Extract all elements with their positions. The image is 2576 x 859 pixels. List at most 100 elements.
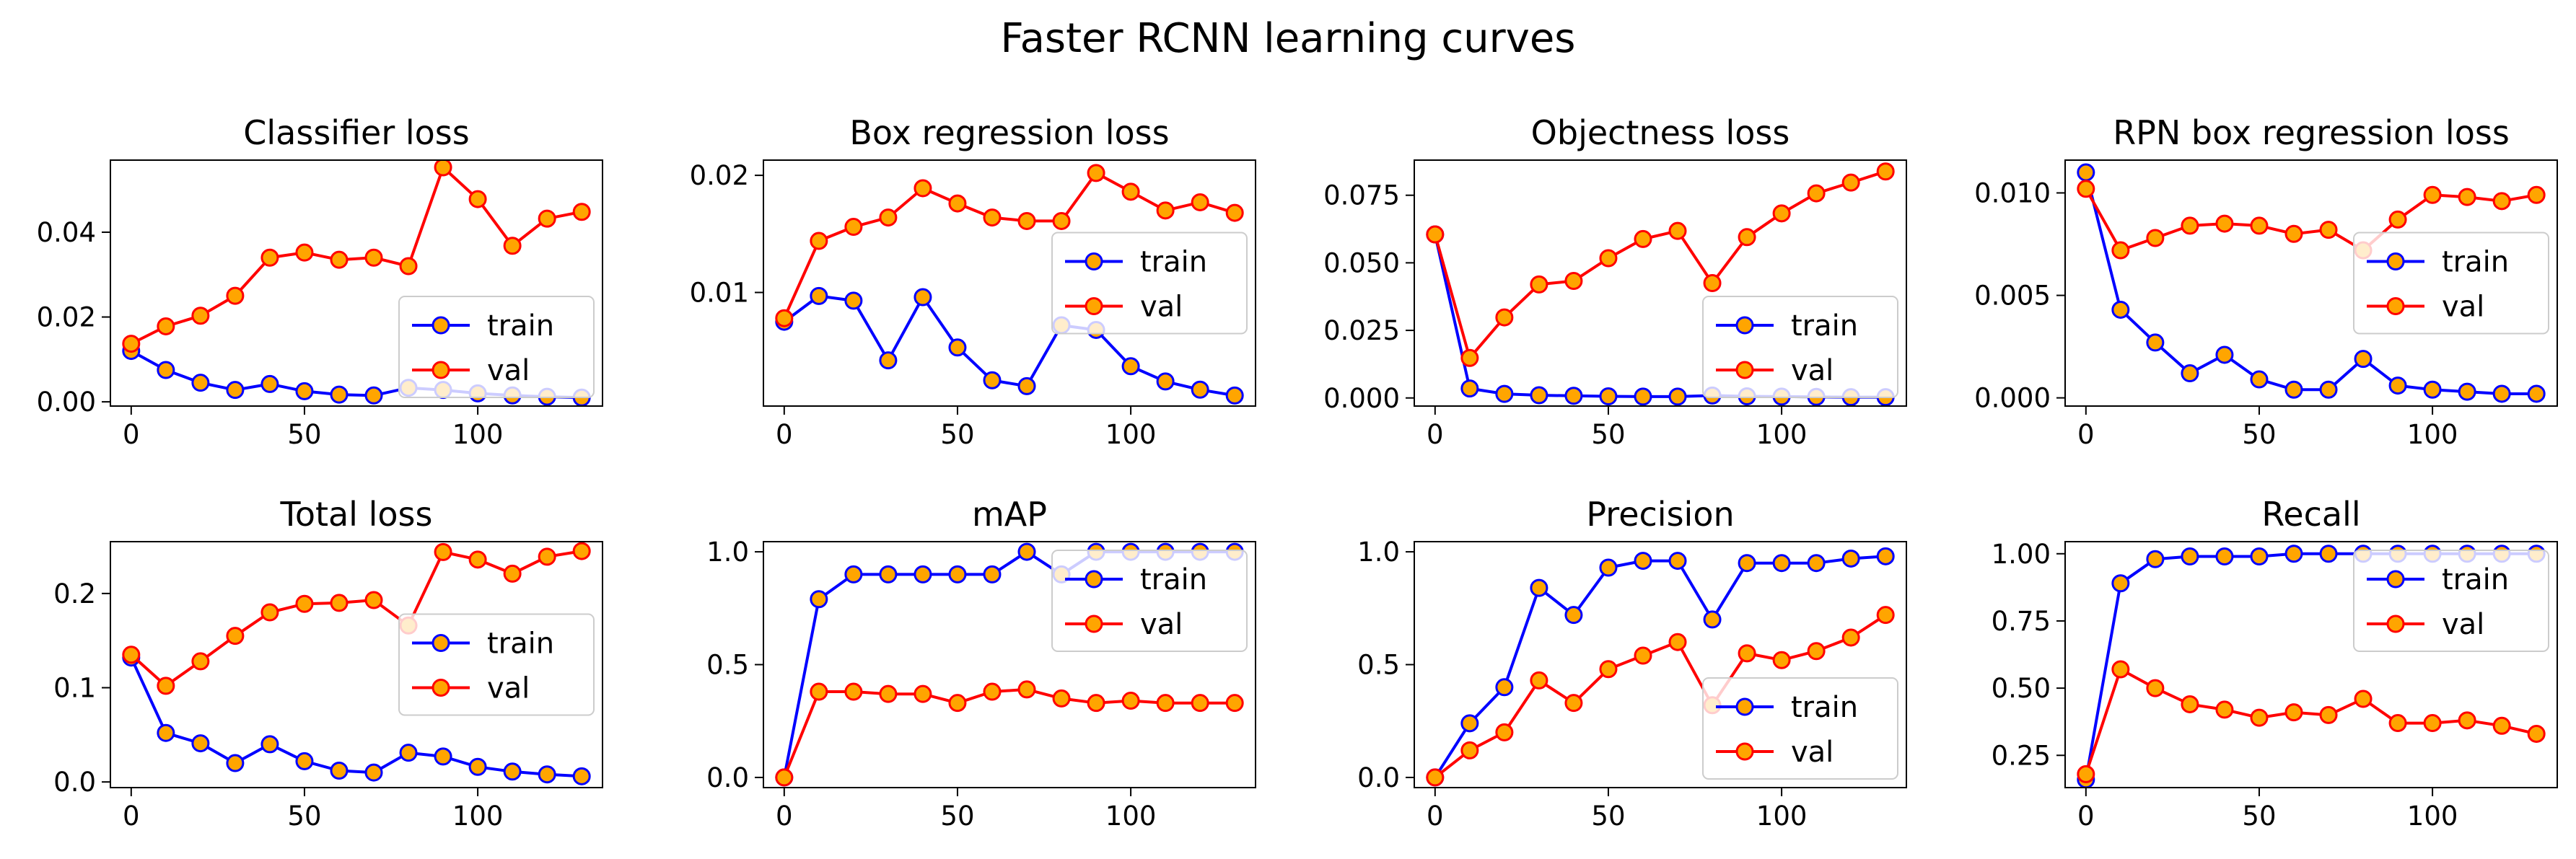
- precision-train-point: [1564, 606, 1583, 625]
- box-regression-loss-legend-val-label: val: [1140, 291, 1183, 324]
- recall-ytick-label: 0.25: [1992, 740, 2051, 771]
- objectness-loss-train-point: [1668, 387, 1687, 406]
- rpn-box-regression-loss-val-point: [2111, 241, 2130, 260]
- objectness-loss-val-point: [1703, 274, 1722, 292]
- total-loss-train-point: [157, 723, 175, 742]
- precision-ytick-label: 1.0: [1357, 537, 1400, 568]
- objectness-loss-train-point: [1634, 387, 1652, 406]
- classifier-loss-val-point: [260, 248, 279, 267]
- classifier-loss-train-point: [191, 374, 210, 392]
- rpn-box-regression-loss-plot-area: [2077, 163, 2546, 403]
- classifier-loss-val-point: [572, 203, 591, 221]
- box-regression-loss-train-point: [914, 288, 932, 307]
- recall-title: Recall: [2261, 495, 2360, 534]
- map-val-point: [1225, 694, 1244, 713]
- total-loss-val-point: [330, 594, 349, 612]
- total-loss-ytick-label: 0.0: [53, 767, 96, 798]
- box-regression-loss-val-point: [879, 208, 898, 227]
- precision-legend-train-label: train: [1791, 691, 1858, 724]
- precision-train-point: [1530, 578, 1548, 597]
- precision-chart: Precision 0 50 100 0.0 0.5 1.0 train val: [1357, 495, 1907, 832]
- total-loss-train-point: [572, 767, 591, 785]
- rpn-box-regression-loss-ytick-label: 0.010: [1974, 177, 2051, 208]
- total-loss-train-point: [260, 735, 279, 754]
- total-loss-val-point: [538, 547, 556, 566]
- classifier-loss-val-point: [434, 160, 452, 177]
- objectness-loss-ytick-label: 0.025: [1323, 315, 1400, 346]
- recall-val-point: [2181, 695, 2199, 713]
- total-loss-val-point: [226, 627, 245, 646]
- precision-title: Precision: [1586, 495, 1734, 534]
- rpn-box-regression-loss-legend: train val: [2353, 232, 2549, 335]
- map-legend-train-marker: [1085, 570, 1103, 589]
- box-regression-loss-val-point: [1121, 182, 1140, 201]
- objectness-loss-ytick-label: 0.050: [1323, 247, 1400, 278]
- precision-train-point: [1668, 552, 1687, 571]
- classifier-loss-val-point: [157, 317, 175, 335]
- classifier-loss-val-point: [295, 243, 314, 262]
- recall-val-point: [2388, 714, 2407, 733]
- box-regression-loss-val-point: [1017, 211, 1036, 230]
- box-regression-loss-train-point: [1017, 376, 1036, 395]
- total-loss-val-point: [468, 550, 487, 569]
- objectness-loss-val-point: [1426, 225, 1445, 244]
- box-regression-loss-val-point: [1225, 203, 1244, 222]
- precision-train-point: [1738, 554, 1756, 573]
- classifier-loss-legend-val-label: val: [487, 354, 530, 387]
- rpn-box-regression-loss-legend-val-label: val: [2442, 291, 2484, 324]
- map-val-point: [810, 682, 828, 701]
- recall-legend-val-label: val: [2442, 608, 2484, 641]
- precision-axes-frame: [1414, 541, 1907, 788]
- total-loss-train-point: [468, 757, 487, 776]
- box-regression-loss-legend-train-label: train: [1140, 246, 1207, 279]
- classifier-loss-val-point: [399, 257, 418, 276]
- objectness-loss-legend-train-label: train: [1791, 309, 1858, 343]
- precision-val-point: [1530, 671, 1548, 690]
- precision-train-point: [1772, 554, 1791, 573]
- recall-legend: train val: [2353, 550, 2549, 652]
- map-train-point: [983, 565, 1002, 583]
- objectness-loss-plot-area: [1426, 162, 1895, 406]
- precision-val-point: [1564, 694, 1583, 713]
- recall-xtick-label: 0: [2077, 801, 2095, 832]
- objectness-loss-val-point: [1841, 173, 1860, 192]
- box-regression-loss-train-point: [983, 371, 1002, 389]
- recall-val-point: [2319, 705, 2338, 724]
- precision-val-point: [1426, 768, 1445, 787]
- precision-val-point: [1772, 651, 1791, 669]
- total-loss-plot-area: [122, 542, 591, 785]
- objectness-loss-legend-val-label: val: [1791, 354, 1834, 387]
- objectness-loss-train-point: [1530, 386, 1548, 405]
- box-regression-loss-train-point: [810, 286, 828, 305]
- map-train-point: [948, 565, 967, 583]
- map-val-point: [914, 684, 932, 703]
- classifier-loss-train-point: [295, 382, 314, 400]
- map-legend-val-label: val: [1140, 608, 1183, 641]
- total-loss-legend: train val: [398, 613, 595, 716]
- classifier-loss-legend-val-marker: [431, 361, 450, 379]
- rpn-box-regression-loss-train-point: [2111, 300, 2130, 319]
- box-regression-loss-ytick-label: 0.01: [690, 277, 749, 308]
- recall-val-point: [2527, 724, 2546, 743]
- objectness-loss-val-point: [1634, 229, 1652, 248]
- recall-xtick-label: 100: [2407, 801, 2458, 832]
- map-val-point: [1087, 694, 1105, 713]
- objectness-loss-ytick-label: 0.000: [1323, 383, 1400, 414]
- map-legend-val-marker: [1085, 614, 1103, 633]
- total-loss-title: Total loss: [280, 495, 433, 534]
- total-loss-train-point: [226, 754, 245, 772]
- objectness-loss-legend-train-marker: [1735, 316, 1754, 335]
- precision-legend-train-marker: [1735, 697, 1754, 716]
- box-regression-loss-xtick-label: 100: [1105, 419, 1157, 450]
- recall-legend-val-marker: [2386, 614, 2405, 633]
- map-train-point: [1017, 542, 1036, 561]
- map-title: mAP: [972, 495, 1047, 534]
- recall-val-point: [2215, 700, 2234, 719]
- precision-train-point: [1460, 714, 1479, 733]
- total-loss-train-point: [330, 761, 349, 780]
- recall-xtick-label: 50: [2242, 801, 2276, 832]
- box-regression-loss-xtick-label: 0: [776, 419, 793, 450]
- rpn-box-regression-loss-chart: RPN box regression loss 0 50 100 0.000 0.005 0…: [1974, 113, 2558, 450]
- total-loss-legend-train-marker: [431, 634, 450, 652]
